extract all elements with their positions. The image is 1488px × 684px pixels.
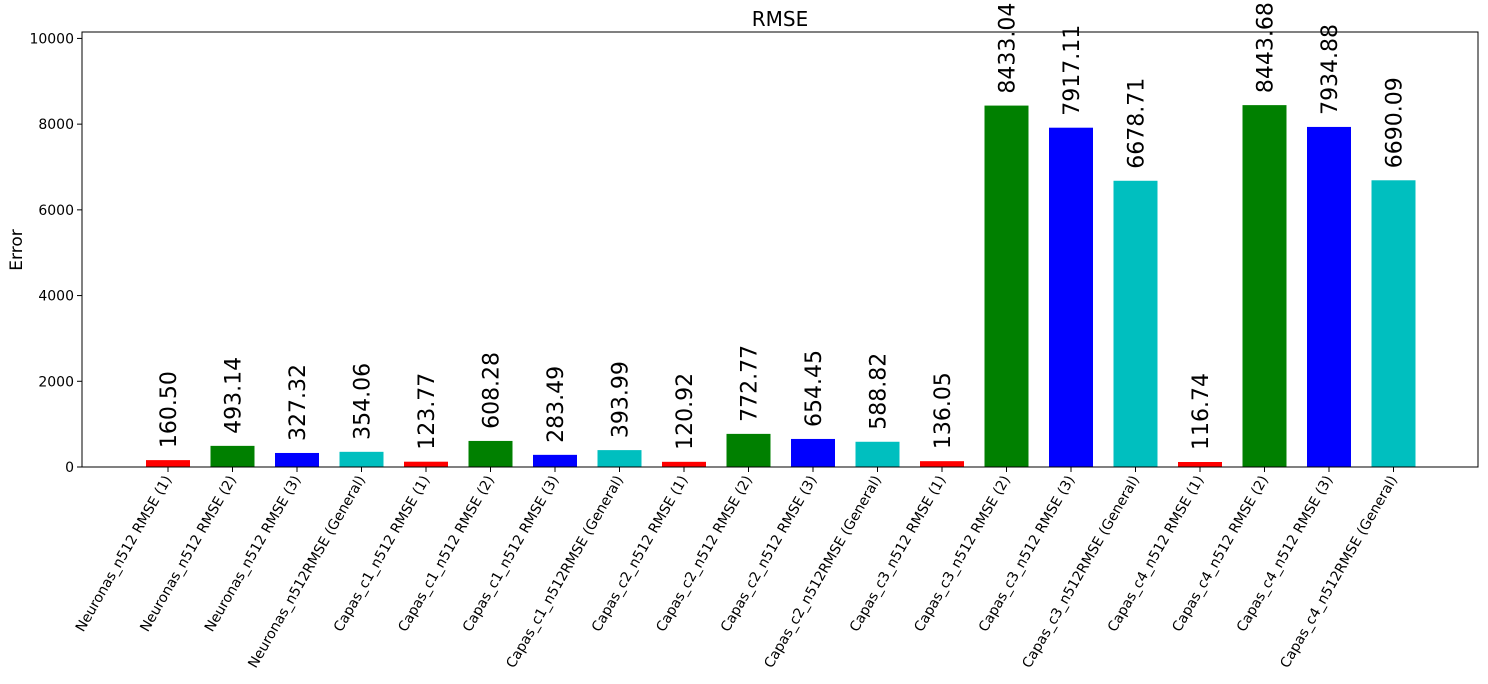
x-tick-label-8: Capas_c1_n512RMSE (General) [503,473,627,671]
bar-16 [1113,180,1158,467]
y-tick-label-1: 0 [65,460,74,476]
bar-10 [726,433,771,467]
bar-value-label-8: 393.99 [609,361,634,438]
bar-3 [275,452,319,467]
bar-20 [1371,180,1416,467]
bar-value-label-18: 8443.68 [1254,2,1279,93]
bar-value-label-11: 654.45 [802,350,827,427]
bar-value-label-2: 493.14 [222,357,247,434]
bar-18 [1242,105,1287,468]
bar-value-label-6: 608.28 [480,352,505,429]
y-tick-label-3: 4000 [38,289,74,305]
bar-12 [855,441,900,467]
bar-7 [533,454,577,467]
y-axis-label: Error [7,229,27,270]
bar-14 [984,105,1029,468]
bar-17 [1178,461,1222,467]
bar-value-label-20: 6690.09 [1383,77,1408,168]
x-tick-label-20: Capas_c4_n512RMSE (General) [1277,473,1401,671]
bar-15 [1049,127,1093,467]
bar-value-label-19: 7934.88 [1318,24,1343,115]
bar-value-label-4: 354.06 [351,363,376,440]
bar-value-label-15: 7917.11 [1060,25,1085,116]
bar-value-label-13: 136.05 [931,372,956,449]
bar-19 [1307,126,1351,467]
bar-2 [210,445,255,467]
y-tick-label-5: 8000 [38,117,74,133]
bar-value-label-9: 120.92 [673,373,698,450]
bar-value-label-3: 327.32 [286,364,311,441]
y-tick-label-2: 2000 [38,374,74,390]
y-axis: 0 2000 4000 6000 8000 10000 [29,31,82,476]
bar-value-label-16: 6678.71 [1125,78,1150,169]
plot-frame [81,31,1479,468]
y-tick-label-4: 6000 [38,203,74,219]
bar-value-label-10: 772.77 [738,345,763,422]
bar-13 [920,461,964,467]
chart-title: RMSE [752,7,808,31]
bar-9 [662,461,706,467]
data-labels-group: 160.50 493.14 327.32 354.06 123.77 608.28 283.… [157,2,1408,450]
bar-5 [404,461,448,467]
bar-1 [146,460,190,467]
bar-value-label-1: 160.50 [157,371,182,448]
x-tick-label-4: Neuronas_n512RMSE (General) [245,473,369,671]
x-axis: Neuronas_n512 RMSE (1)Neuronas_n512 RMSE… [73,467,1401,671]
y-tick-label-6: 10000 [29,31,74,47]
bar-value-label-14: 8433.04 [996,3,1021,94]
bars-group [146,105,1416,468]
bar-value-label-7: 283.49 [544,366,569,443]
bar-value-label-5: 123.77 [415,373,440,450]
bar-value-label-17: 116.74 [1189,373,1214,450]
bar-11 [791,438,835,467]
x-tick-label-12: Capas_c2_n512RMSE (General) [761,473,885,671]
x-tick-label-16: Capas_c3_n512RMSE (General) [1019,473,1143,671]
bar-8 [597,450,642,467]
bar-4 [339,451,384,467]
bar-value-label-12: 588.82 [867,353,892,430]
bar-6 [468,440,513,467]
